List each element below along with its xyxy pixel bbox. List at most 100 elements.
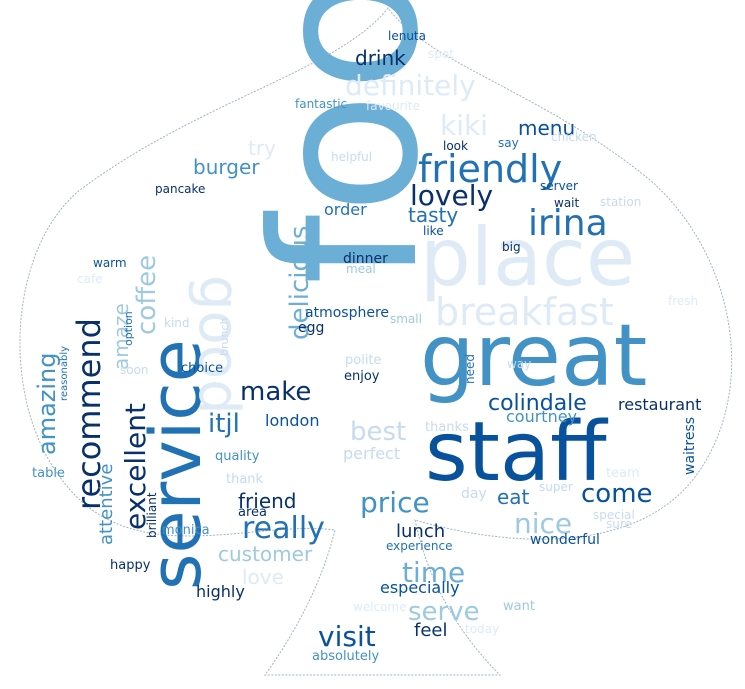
word-service: service — [135, 339, 217, 590]
word-server: server — [540, 179, 578, 193]
word-big: big — [502, 240, 521, 254]
word-coffee: coffee — [132, 255, 162, 335]
word-delicious: delicious — [285, 226, 315, 340]
word-say: say — [498, 136, 519, 150]
word-reasonably: reasonably — [59, 346, 70, 401]
word-welcome: welcome — [353, 600, 407, 614]
word-price: price — [360, 486, 430, 519]
word-team: team — [606, 466, 640, 481]
word-choice: choice — [181, 361, 223, 376]
word-lovely: lovely — [410, 179, 493, 212]
word-really: really — [242, 511, 325, 546]
word-love: love — [242, 565, 284, 589]
word-menu: menu — [518, 116, 575, 140]
word-try: try — [248, 136, 276, 160]
word-great: great — [420, 306, 647, 406]
word-feel: feel — [414, 620, 448, 641]
word-highly: highly — [196, 582, 245, 601]
word-meal: meal — [346, 262, 376, 276]
word-sure: sure — [606, 517, 632, 531]
word-excellent: excellent — [119, 403, 152, 530]
word-station: station — [600, 195, 641, 209]
word-attentive: attentive — [96, 464, 117, 545]
word-warm: warm — [93, 256, 127, 270]
word-waitress: waitress — [682, 417, 698, 475]
word-friendly: friendly — [418, 147, 562, 191]
word-make: make — [240, 377, 311, 407]
word-special: special — [593, 508, 635, 522]
word-super: super — [539, 480, 573, 494]
word-nice: nice — [514, 507, 572, 540]
word-place: place — [420, 211, 635, 304]
word-pancake: pancake — [155, 182, 205, 196]
word-good: good — [186, 275, 251, 415]
word-best: best — [350, 417, 406, 447]
word-amaze: amaze — [109, 303, 133, 370]
word-day: day — [461, 486, 487, 502]
word-eat: eat — [497, 485, 530, 509]
word-friend: friend — [238, 489, 297, 513]
word-experience: experience — [386, 539, 453, 553]
word-customer: customer — [218, 542, 313, 566]
word-way: way — [507, 357, 531, 371]
word-small: small — [390, 312, 422, 326]
word-courtney: courtney — [506, 407, 577, 426]
spade-outline — [19, 7, 733, 676]
word-want: want — [503, 599, 535, 614]
word-restaurant: restaurant — [618, 395, 701, 414]
word-time: time — [402, 556, 465, 589]
word-look: look — [443, 139, 468, 153]
word-dinner: dinner — [343, 251, 388, 267]
word-wonderful: wonderful — [530, 532, 600, 548]
word-london: london — [265, 411, 319, 430]
word-spot: spot — [428, 47, 454, 61]
word-favourite: favourite — [366, 99, 420, 113]
word-itjl: itjl — [208, 409, 240, 439]
word-chicken: chicken — [551, 130, 597, 144]
word-lenuta: lenuta — [388, 29, 426, 43]
word-thanks: thanks — [425, 420, 469, 435]
word-kind: kind — [164, 316, 190, 330]
word-egg: egg — [298, 320, 324, 336]
word-serve: serve — [408, 597, 480, 627]
word-helpful: helpful — [331, 150, 372, 164]
word-table: table — [32, 466, 65, 481]
word-enjoy: enjoy — [344, 369, 380, 384]
word-like: like — [423, 224, 444, 238]
word-area: area — [238, 505, 267, 520]
word-especially: especially — [380, 578, 460, 597]
word-breakfast: breakfast — [435, 290, 614, 334]
word-perfect: perfect — [343, 444, 400, 463]
word-visit: visit — [318, 620, 376, 653]
word-staff: staff — [425, 405, 609, 500]
word-happy: happy — [110, 558, 151, 573]
word-soon: soon — [120, 363, 149, 377]
word-quality: quality — [215, 449, 260, 464]
word-fresh: fresh — [668, 294, 698, 308]
word-need: need — [463, 354, 477, 384]
word-cafe: cafe — [77, 272, 103, 286]
word-fantastic: fantastic — [295, 97, 347, 111]
word-option: option — [122, 311, 135, 346]
word-atmosphere: atmosphere — [305, 305, 389, 321]
word-tasty: tasty — [408, 203, 458, 227]
word-monica: monica — [162, 523, 210, 538]
word-thank: thank — [226, 472, 264, 487]
word-brunch: brunch — [218, 318, 231, 356]
word-irina: irina — [528, 203, 608, 244]
word-lunch: lunch — [396, 521, 445, 542]
word-food: food — [230, 0, 463, 285]
word-wait: wait — [554, 196, 580, 210]
word-definitely: definitely — [345, 69, 476, 102]
word-recommend: recommend — [70, 318, 108, 510]
word-colindale: colindale — [488, 391, 587, 416]
word-today: today — [465, 622, 499, 636]
word-burger: burger — [193, 155, 260, 179]
word-polite: polite — [345, 353, 382, 368]
word-drink: drink — [355, 46, 406, 70]
word-absolutely: absolutely — [312, 649, 380, 664]
word-brilliant: brilliant — [145, 492, 159, 538]
word-amazing: amazing — [33, 352, 61, 455]
